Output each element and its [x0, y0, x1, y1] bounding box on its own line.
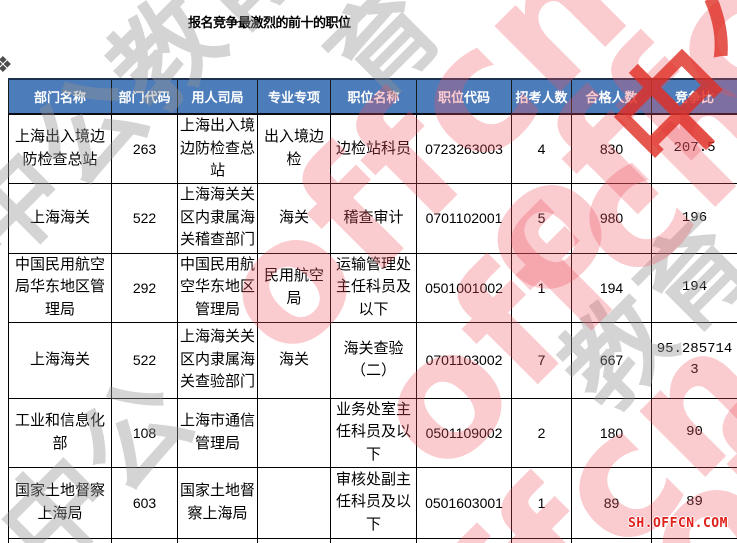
- cell-competition-ratio: 207.5: [651, 113, 737, 184]
- cell-department-name: 工业和信息化 部: [8, 397, 112, 468]
- cell-competition-ratio: 95.285714 3: [651, 321, 737, 399]
- cell-specialty: 民用航空 局: [257, 252, 331, 323]
- cell-qualified-count: 830: [571, 113, 652, 184]
- cell-employing-bureau: 中国民用航 空华东地区 管理局: [177, 252, 258, 323]
- cell-position-code: 0501603001: [416, 466, 512, 539]
- cell-department-code: 603: [111, 466, 178, 539]
- table-row-clipped: [8, 537, 737, 543]
- cell-position-name: 审核处副主 任科员及以 下: [330, 466, 417, 539]
- corner-ornament-icon: ❖: [0, 52, 13, 77]
- cell-department-name: 中国民用航空 局华东地区管 理局: [8, 252, 112, 323]
- table-row: 上海海关 522 上海海关关 区内隶属海 关稽查部门 海关 稽查审计 07011…: [8, 182, 737, 254]
- cell-recruit-count: 1: [511, 252, 572, 323]
- cell-position-name: 海关查验 （二）: [330, 321, 417, 399]
- cell-recruit-count: 5: [511, 182, 572, 254]
- cell-department-code: 263: [111, 113, 178, 184]
- cell-position-name: 业务处室主 任科员及以 下: [330, 397, 417, 468]
- cell-specialty: 出入境边 检: [257, 113, 331, 184]
- cell-employing-bureau: 上海市通信 管理局: [177, 397, 258, 468]
- cell-recruit-count: 1: [511, 466, 572, 539]
- cell-department-name: 上海出入境边 防检查总站: [8, 113, 112, 184]
- column-header-employing-bureau: 用人司局: [177, 78, 258, 115]
- cell-qualified-count: 180: [571, 397, 652, 468]
- page-title: 报名竞争最激烈的前十的职位: [188, 15, 351, 30]
- table-row: 上海出入境边 防检查总站 263 上海出入境 边防检查总 站 出入境边 检 边检…: [8, 113, 737, 184]
- cell-qualified-count: 667: [571, 321, 652, 399]
- cell-position-name: 稽查审计: [330, 182, 417, 254]
- cell-specialty: [257, 466, 331, 539]
- cell-department-code: 522: [111, 182, 178, 254]
- cell-position-code: 0501001002: [416, 252, 512, 323]
- cell-competition-ratio: 194: [651, 252, 737, 323]
- cell-qualified-count: 194: [571, 252, 652, 323]
- cell-qualified-count: 980: [571, 182, 652, 254]
- top10-competition-table: 部门名称 部门代码 用人司局 专业专项 职位名称 职位代码 招考人数 合格人数 …: [8, 78, 737, 543]
- cell-position-name: 边检站科员: [330, 113, 417, 184]
- column-header-competition-ratio: 竞争比: [651, 78, 737, 115]
- cell-department-code: 108: [111, 397, 178, 468]
- cell-competition-ratio: 89: [651, 466, 737, 539]
- cell-recruit-count: 7: [511, 321, 572, 399]
- table-row: 国家土地督察 上海局 603 国家土地督 察上海局 审核处副主 任科员及以 下 …: [8, 466, 737, 539]
- cell-employing-bureau: 上海出入境 边防检查总 站: [177, 113, 258, 184]
- table-row: 上海海关 522 上海海关关 区内隶属海 关查验部门 海关 海关查验 （二） 0…: [8, 321, 737, 399]
- cell-position-code: 0701102001: [416, 182, 512, 254]
- column-header-recruit-count: 招考人数: [511, 78, 572, 115]
- cell-position-name: 运输管理处 主任科员及 以下: [330, 252, 417, 323]
- cell-employing-bureau: 上海海关关 区内隶属海 关查验部门: [177, 321, 258, 399]
- table-row: 中国民用航空 局华东地区管 理局 292 中国民用航 空华东地区 管理局 民用航…: [8, 252, 737, 323]
- cell-department-name: 上海海关: [8, 182, 112, 254]
- cell-specialty: 海关: [257, 182, 331, 254]
- cell-department-name: 上海海关: [8, 321, 112, 399]
- cell-position-code: 0723263003: [416, 113, 512, 184]
- cell-employing-bureau: 上海海关关 区内隶属海 关稽查部门: [177, 182, 258, 254]
- column-header-department-name: 部门名称: [8, 78, 112, 115]
- cell-competition-ratio: 196: [651, 182, 737, 254]
- cell-department-code: 522: [111, 321, 178, 399]
- column-header-qualified-count: 合格人数: [571, 78, 652, 115]
- table-row: 工业和信息化 部 108 上海市通信 管理局 业务处室主 任科员及以 下 050…: [8, 397, 737, 468]
- cell-department-name: 国家土地督察 上海局: [8, 466, 112, 539]
- cell-qualified-count: 89: [571, 466, 652, 539]
- cell-position-code: 0501109002: [416, 397, 512, 468]
- cell-employing-bureau: 国家土地督 察上海局: [177, 466, 258, 539]
- cell-position-code: 0701103002: [416, 321, 512, 399]
- cell-competition-ratio: 90: [651, 397, 737, 468]
- cell-specialty: 海关: [257, 321, 331, 399]
- cell-recruit-count: 2: [511, 397, 572, 468]
- column-header-position-code: 职位代码: [416, 78, 512, 115]
- cell-specialty: [257, 397, 331, 468]
- column-header-position-name: 职位名称: [330, 78, 417, 115]
- column-header-department-code: 部门代码: [111, 78, 178, 115]
- header-row: 部门名称 部门代码 用人司局 专业专项 职位名称 职位代码 招考人数 合格人数 …: [8, 78, 737, 115]
- cell-recruit-count: 4: [511, 113, 572, 184]
- cell-department-code: 292: [111, 252, 178, 323]
- site-url-watermark: SH.OFFCN.COM: [628, 516, 728, 531]
- column-header-specialty: 专业专项: [257, 78, 331, 115]
